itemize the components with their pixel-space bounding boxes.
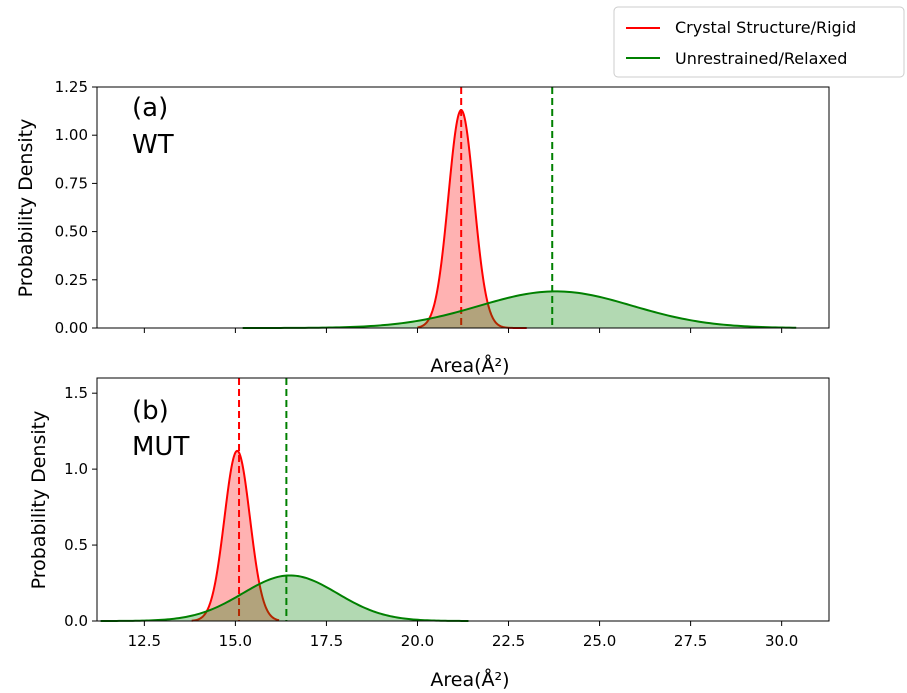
panel-1-xtick-label: 30.0: [765, 632, 798, 650]
panel-0-rigid-fill: [417, 110, 527, 328]
panel-wt-ylabel: Probability Density: [15, 119, 37, 298]
panel-0-ytick-label: 1.25: [55, 78, 88, 96]
panel-1-xtick-label: 25.0: [583, 632, 616, 650]
legend-label-relaxed: Unrestrained/Relaxed: [675, 49, 847, 68]
panel-wt-series: [242, 87, 797, 329]
panel-1-ytick-label: 1.0: [64, 460, 88, 478]
legend: Crystal Structure/Rigid Unrestrained/Rel…: [613, 6, 905, 78]
panel-mut-series: [100, 378, 469, 622]
panel-mut-frame: [96, 377, 830, 622]
panel-mut: 0.0 0.5 1.0 1.5 12.5 15.0 17.5 20.0 22.5 25.0 27.5…: [28, 377, 830, 691]
panel-1-relaxed-curve: [100, 574, 469, 622]
panel-1-xtick-label: 27.5: [674, 632, 707, 650]
panel-0-relaxed-curve: [242, 290, 797, 329]
panel-0-ytick-label: 0.25: [55, 271, 88, 289]
panel-0-ytick-label: 0.75: [55, 174, 88, 192]
panel-0-ytick-label: 0.50: [55, 223, 88, 241]
panel-wt-label: (a): [132, 93, 168, 123]
panel-wt-frame: [96, 86, 830, 329]
panel-1-ytick-label: 1.5: [64, 384, 88, 402]
panel-0-ytick-label: 0.00: [55, 319, 88, 337]
panel-wt-ticks: 0.00 0.25 0.50 0.75 1.00 1.25: [55, 78, 783, 337]
panel-1-xtick-label: 17.5: [310, 632, 343, 650]
panel-mut-ylabel: Probability Density: [28, 411, 50, 590]
panel-0-relaxed-fill: [242, 291, 797, 328]
legend-frame: [613, 6, 905, 78]
panel-1-relaxed-fill: [100, 575, 469, 621]
legend-label-rigid: Crystal Structure/Rigid: [675, 18, 856, 37]
panel-mut-name: MUT: [132, 432, 189, 462]
panel-1-xtick-label: 15.0: [219, 632, 252, 650]
panel-mut-ticks: 0.0 0.5 1.0 1.5 12.5 15.0 17.5 20.0 22.5 25.0 27.5…: [64, 384, 798, 650]
panel-1-xtick-label: 22.5: [492, 632, 525, 650]
panel-1-ytick-label: 0.5: [64, 536, 88, 554]
panel-wt-name: WT: [132, 130, 174, 160]
panel-wt-xlabel: Area(Å²): [430, 354, 509, 377]
panel-1-xtick-label: 12.5: [128, 632, 161, 650]
panel-mut-xlabel: Area(Å²): [430, 668, 509, 691]
panel-mut-label: (b): [132, 396, 169, 426]
panel-wt: 0.00 0.25 0.50 0.75 1.00 1.25 (a) WT Probabil…: [15, 78, 830, 377]
panel-1-rigid-fill: [191, 450, 280, 621]
panel-1-xtick-label: 20.0: [401, 632, 434, 650]
panel-1-ytick-label: 0.0: [64, 612, 88, 630]
panel-0-ytick-label: 1.00: [55, 126, 88, 144]
